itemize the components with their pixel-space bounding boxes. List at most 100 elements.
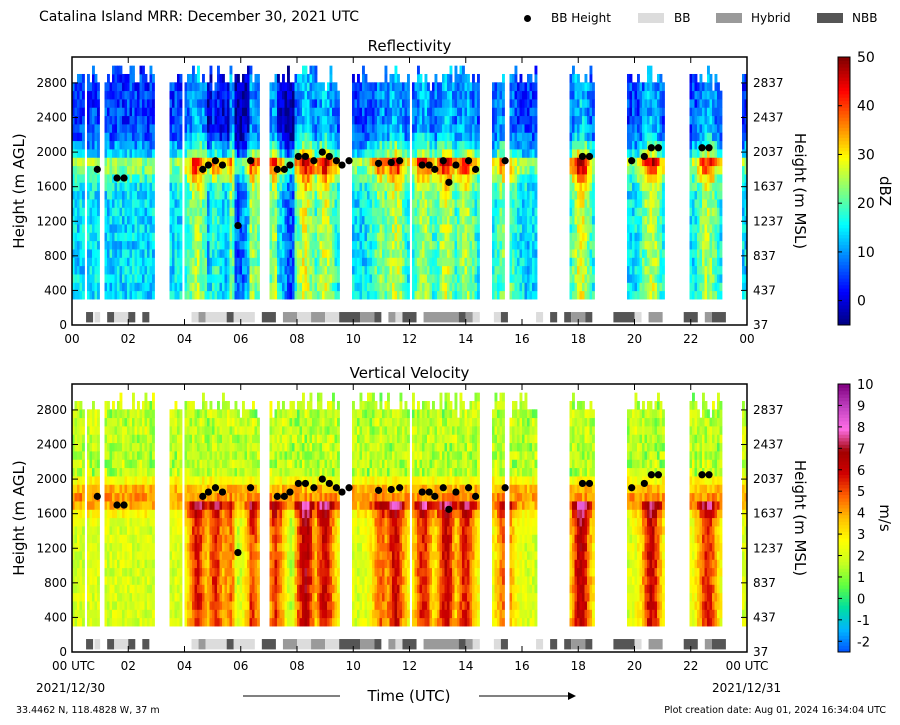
heatmap-cell [202, 174, 205, 183]
heatmap-cell [499, 207, 503, 217]
heatmap-cell [587, 182, 590, 192]
heatmap-cell [387, 98, 390, 108]
heatmap-cell [634, 190, 638, 200]
heatmap-cell [172, 232, 175, 242]
heatmap-cell [329, 207, 333, 217]
heatmap-cell [292, 190, 295, 200]
heatmap-cell [199, 174, 203, 183]
heatmap-cell [494, 190, 498, 200]
heatmap-cell [499, 132, 503, 142]
heatmap-cell [352, 115, 355, 125]
heatmap-cell [582, 257, 585, 267]
heatmap-cell [692, 82, 695, 92]
heatmap-cell [464, 98, 468, 108]
heatmap-cell [662, 290, 665, 300]
heatmap-cell [459, 257, 463, 267]
heatmap-cell [627, 149, 630, 158]
heatmap-cell [77, 124, 80, 133]
heatmap-cell [397, 265, 400, 275]
heatmap-cell [639, 149, 643, 158]
heatmap-cell [362, 282, 365, 292]
heatmap-cell [172, 124, 175, 133]
heatmap-cell [179, 265, 183, 275]
heatmap-cell [379, 90, 383, 100]
heatmap-cell [469, 140, 473, 150]
heatmap-cell [122, 282, 125, 292]
heatmap-cell [324, 124, 328, 133]
heatmap-cell [247, 240, 250, 250]
heatmap-cell [367, 157, 370, 167]
heatmap-cell [189, 207, 193, 217]
heatmap-cell [214, 199, 218, 208]
heatmap-cell [122, 257, 125, 267]
heatmap-cell [74, 132, 78, 142]
heatmap-cell [574, 257, 578, 267]
heatmap-cell [364, 73, 368, 83]
heatmap-cell [592, 274, 595, 283]
heatmap-cell [584, 215, 588, 225]
heatmap-cell [287, 274, 290, 283]
heatmap-cell [442, 124, 445, 133]
heatmap-cell [474, 215, 478, 225]
heatmap-cell [354, 199, 358, 208]
heatmap-cell [239, 82, 243, 92]
heatmap-cell [314, 90, 318, 100]
heatmap-cell [654, 274, 658, 283]
heatmap-cell [587, 282, 590, 292]
heatmap-cell [647, 249, 650, 258]
heatmap-cell [97, 265, 100, 275]
heatmap-cell [522, 257, 525, 267]
heatmap-cell [519, 174, 523, 183]
heatmap-cell [127, 224, 130, 233]
heatmap-cell [569, 232, 573, 242]
heatmap-cell [632, 98, 635, 108]
heatmap-cell [94, 174, 98, 183]
heatmap-cell [142, 98, 145, 108]
heatmap-cell [642, 182, 645, 192]
heatmap-cell [132, 290, 135, 300]
heatmap-cell [149, 107, 153, 117]
heatmap-cell [454, 174, 458, 183]
heatmap-cell [92, 240, 95, 250]
heatmap-cell [422, 140, 425, 150]
heatmap-cell [137, 282, 140, 292]
heatmap-cell [402, 257, 405, 267]
heatmap-cell [277, 157, 280, 167]
heatmap-cell [414, 207, 418, 217]
heatmap-cell [394, 65, 398, 75]
heatmap-cell [129, 232, 133, 242]
heatmap-cell [234, 107, 238, 117]
heatmap-cell [359, 149, 363, 158]
heatmap-cell [474, 199, 478, 208]
heatmap-cell [387, 224, 390, 233]
heatmap-cell [307, 240, 310, 250]
heatmap-cell [92, 82, 95, 92]
heatmap-cell [249, 190, 253, 200]
heatmap-cell [177, 249, 180, 258]
heatmap-cell [519, 73, 523, 83]
heatmap-cell [289, 249, 293, 258]
heatmap-cell [307, 199, 310, 208]
heatmap-cell [447, 149, 450, 158]
heatmap-cell [497, 82, 500, 92]
heatmap-cell [397, 165, 400, 175]
heatmap-cell [642, 165, 645, 175]
heatmap-cell [379, 274, 383, 283]
heatmap-cell [424, 165, 428, 175]
heatmap-cell [387, 107, 390, 117]
heatmap-cell [372, 232, 375, 242]
heatmap-cell [314, 207, 318, 217]
heatmap-cell [309, 182, 313, 192]
heatmap-cell [184, 115, 188, 125]
heatmap-cell [114, 73, 118, 83]
heatmap-cell [289, 190, 293, 200]
heatmap-cell [437, 174, 440, 183]
heatmap-cell [592, 157, 595, 167]
heatmap-cell [492, 124, 495, 133]
heatmap-cell [119, 282, 123, 292]
heatmap-cell [449, 215, 453, 225]
heatmap-cell [287, 282, 290, 292]
heatmap-cell [79, 199, 83, 208]
heatmap-cell [429, 157, 433, 167]
heatmap-cell [279, 240, 283, 250]
